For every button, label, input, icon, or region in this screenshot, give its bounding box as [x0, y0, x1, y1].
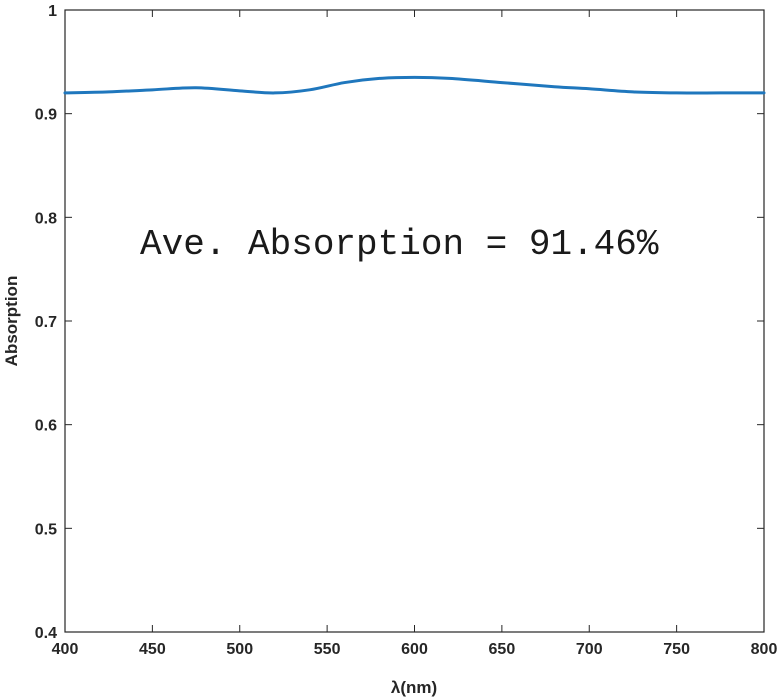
y-tick-label: 1: [48, 3, 57, 20]
y-tick-label: 0.8: [35, 210, 57, 227]
y-tick-label: 0.6: [35, 418, 57, 435]
x-tick-label: 500: [226, 641, 253, 658]
y-tick-label: 0.9: [35, 107, 57, 124]
x-tick-label: 550: [314, 641, 341, 658]
x-tick-label: 650: [489, 641, 516, 658]
y-tick-label: 0.5: [35, 521, 57, 538]
average-absorption-annotation: Ave. Absorption = 91.46%: [140, 224, 659, 265]
x-tick-label: 400: [52, 641, 79, 658]
y-axis-label: Absorption: [2, 276, 21, 367]
x-axis-label: λ(nm): [391, 678, 437, 697]
x-axis-ticks: 400 450 500 550 600 650 700 750 800: [52, 10, 778, 658]
x-tick-label: 800: [751, 641, 778, 658]
y-axis-ticks: 0.4 0.5 0.6 0.7 0.8 0.9 1: [35, 3, 764, 642]
series-layer: [63, 75, 766, 95]
y-tick-label: 0.7: [35, 314, 57, 331]
plot-area: [64, 9, 765, 633]
x-tick-label: 450: [139, 641, 166, 658]
absorption-series-line: [63, 75, 766, 95]
y-tick-label: 0.4: [35, 625, 57, 642]
x-tick-label: 750: [663, 641, 690, 658]
x-tick-label: 700: [576, 641, 603, 658]
x-tick-label: 600: [401, 641, 428, 658]
